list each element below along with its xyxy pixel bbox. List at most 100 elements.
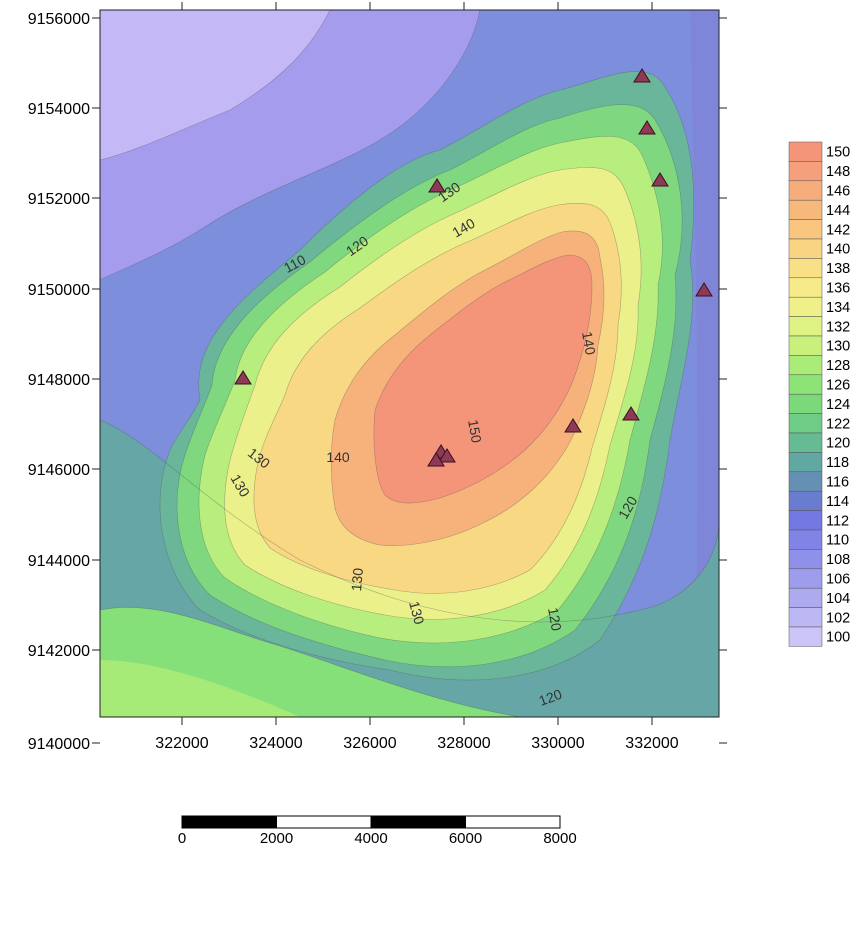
legend-label: 124 — [826, 397, 850, 413]
station-marker — [428, 178, 446, 193]
contour-label: 140 — [579, 330, 599, 356]
legend-label: 148 — [826, 164, 850, 180]
color-legend: 150 148 146 144 142 140 138 136 134 132 130 128 126 1… — [788, 141, 850, 647]
y-tick-label: 9150000 — [28, 282, 90, 299]
x-axis: 322000 324000 326000 328000 330000 332000 — [155, 2, 679, 752]
station-marker — [651, 172, 669, 187]
legend-swatch — [788, 355, 823, 376]
legend-swatch — [788, 607, 823, 628]
legend-swatch — [788, 510, 823, 531]
contour-label: 120 — [545, 606, 565, 632]
legend-label: 132 — [826, 319, 850, 335]
legend-label: 106 — [826, 572, 850, 588]
legend-label: 144 — [826, 203, 850, 219]
station-marker — [638, 120, 656, 135]
legend-swatch — [788, 413, 823, 434]
legend-label: 140 — [826, 242, 850, 258]
x-tick-label: 324000 — [249, 735, 302, 752]
legend-swatch — [788, 296, 823, 317]
legend-label: 146 — [826, 184, 850, 200]
contour-label: 150 — [465, 418, 485, 444]
legend-label: 102 — [826, 610, 850, 626]
legend-label: 142 — [826, 222, 850, 238]
legend-label: 116 — [826, 475, 849, 491]
station-marker — [622, 406, 640, 421]
legend-swatch — [788, 141, 823, 162]
legend-swatch — [788, 549, 823, 570]
contour-label: 130 — [348, 567, 366, 592]
scale-label: 0 — [178, 830, 186, 847]
y-tick-label: 9144000 — [28, 553, 90, 570]
legend-swatch — [788, 316, 823, 337]
y-tick-label: 9148000 — [28, 372, 90, 389]
y-tick-label: 9140000 — [28, 736, 90, 753]
station-marker — [633, 68, 651, 83]
scale-segment — [276, 815, 372, 829]
legend-label: 108 — [826, 552, 850, 568]
scale-bar: 0 2000 4000 6000 8000 — [178, 815, 577, 847]
scale-label: 8000 — [543, 830, 576, 847]
legend-label: 136 — [826, 281, 850, 297]
legend-label: 134 — [826, 300, 850, 316]
legend-swatch — [788, 374, 823, 395]
legend-swatch — [788, 238, 823, 259]
y-tick-label: 9142000 — [28, 643, 90, 660]
station-marker — [438, 448, 456, 463]
legend-swatch — [788, 180, 823, 201]
station-marker — [234, 370, 252, 385]
y-tick-label: 9146000 — [28, 462, 90, 479]
legend-swatch — [788, 161, 823, 182]
y-tick-label: 9152000 — [28, 191, 90, 208]
legend-swatch — [788, 587, 823, 608]
legend-label: 122 — [826, 416, 850, 432]
legend-swatch — [788, 626, 823, 647]
scale-segment — [370, 815, 466, 829]
x-tick-label: 322000 — [155, 735, 208, 752]
scale-segment — [465, 815, 561, 829]
legend-label: 118 — [826, 455, 849, 471]
legend-swatch — [788, 219, 823, 240]
x-tick-label: 328000 — [437, 735, 490, 752]
contour-label: 140 — [326, 449, 350, 465]
legend-swatch — [788, 568, 823, 589]
legend-label: 100 — [826, 630, 850, 646]
contour-band-148 — [373, 255, 592, 503]
legend-label: 130 — [826, 339, 850, 355]
legend-swatch — [788, 432, 823, 453]
scale-label: 4000 — [354, 830, 387, 847]
legend-label: 138 — [826, 261, 850, 277]
legend-label: 150 — [826, 145, 850, 161]
contour-label: 120 — [537, 686, 565, 709]
x-tick-label: 330000 — [531, 735, 584, 752]
legend-label: 120 — [826, 436, 850, 452]
legend-label: 104 — [826, 591, 850, 607]
map-frame — [99, 9, 720, 718]
legend-label: 128 — [826, 358, 850, 374]
y-tick-label: 9156000 — [28, 11, 90, 28]
y-axis: 9156000 9154000 9152000 9150000 9148000 91460… — [28, 11, 727, 753]
legend-swatch — [788, 277, 823, 298]
contour-label: 130 — [406, 599, 428, 626]
legend-swatch — [788, 471, 823, 492]
legend-swatch — [788, 452, 823, 473]
station-marker — [564, 418, 582, 433]
scale-label: 6000 — [449, 830, 482, 847]
legend-label: 110 — [826, 533, 849, 549]
legend-swatch — [788, 490, 823, 511]
legend-label: 114 — [826, 494, 849, 510]
legend-swatch — [788, 393, 823, 414]
station-marker — [695, 282, 713, 297]
x-tick-label: 332000 — [625, 735, 678, 752]
scale-segment — [181, 815, 277, 829]
scale-label: 2000 — [260, 830, 293, 847]
legend-swatch — [788, 258, 823, 279]
y-tick-label: 9154000 — [28, 101, 90, 118]
legend-label: 126 — [826, 378, 850, 394]
station-markers — [234, 68, 713, 467]
legend-swatch — [788, 335, 823, 356]
legend-swatch — [788, 529, 823, 550]
station-marker — [427, 452, 445, 467]
legend-label: 112 — [826, 513, 849, 529]
